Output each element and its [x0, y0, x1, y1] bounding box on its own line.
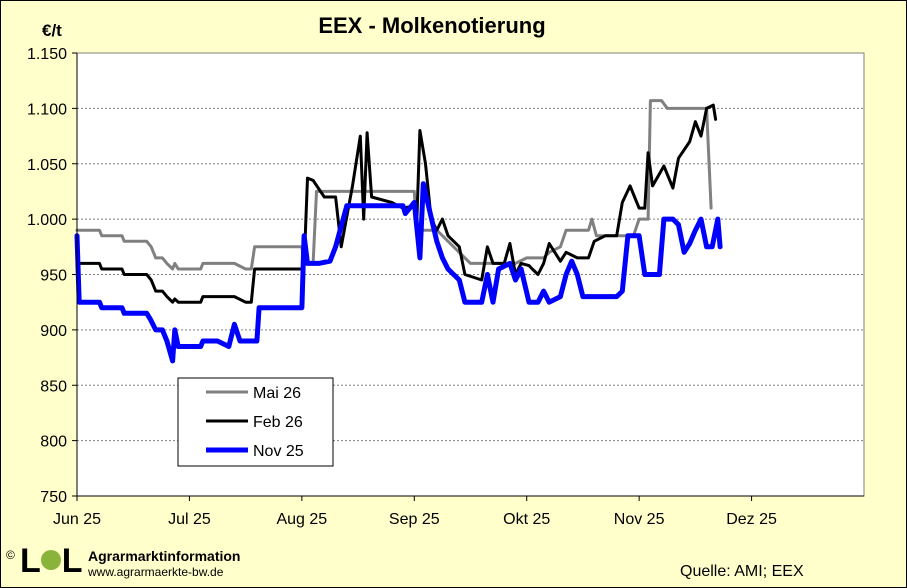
- y-tick-label: 1.100: [27, 101, 67, 118]
- x-tick-label: Nov 25: [614, 511, 665, 528]
- y-tick-label: 900: [40, 323, 67, 340]
- organization-name: Agrarmarktinformation: [88, 548, 241, 564]
- source-note: Quelle: AMI; EEX: [680, 563, 804, 580]
- x-axis-ticks: Jun 25 Jul 25 Aug 25 Sep 25 Okt 25 Nov 25 Dez …: [53, 496, 777, 528]
- x-tick-label: Jul 25: [168, 511, 211, 528]
- y-axis-ticks: 750 800 850 900 950 1.000 1.050 1.100 1.150: [27, 46, 77, 506]
- y-tick-label: 750: [40, 489, 67, 506]
- x-tick-label: Jun 25: [53, 511, 101, 528]
- organization-url[interactable]: www.agrarmaerkte-bw.de: [88, 565, 224, 579]
- y-tick-label: 950: [40, 268, 67, 285]
- legend: Mai 26 Feb 26 Nov 25: [177, 377, 334, 467]
- y-tick-label: 1.050: [27, 157, 67, 174]
- y-tick-label: 1.150: [27, 46, 67, 63]
- chart-title: EEX - Molkenotierung: [318, 13, 545, 38]
- legend-label: Nov 25: [253, 443, 304, 460]
- x-tick-label: Aug 25: [276, 511, 327, 528]
- logo-letter-right: L: [61, 542, 83, 580]
- y-tick-label: 850: [40, 378, 67, 395]
- series-line-feb-26: [75, 103, 718, 304]
- legend-label: Mai 26: [253, 385, 301, 402]
- y-tick-label: 1.000: [27, 212, 67, 229]
- legend-box: [177, 377, 334, 467]
- x-tick-label: Dez 25: [726, 511, 777, 528]
- logo-dot-icon: [40, 550, 61, 571]
- copyright-symbol: ©: [6, 548, 15, 562]
- x-tick-label: Okt 25: [503, 511, 550, 528]
- legend-label: Feb 26: [253, 414, 303, 431]
- series-lines: [74, 99, 723, 364]
- grid-lines: [77, 107, 864, 442]
- y-axis-unit-label: €/t: [42, 21, 62, 40]
- logo-letter-left: L: [20, 542, 41, 580]
- series-line-nov-25: [74, 181, 723, 364]
- x-tick-label: Sep 25: [389, 511, 440, 528]
- y-tick-label: 800: [40, 434, 67, 451]
